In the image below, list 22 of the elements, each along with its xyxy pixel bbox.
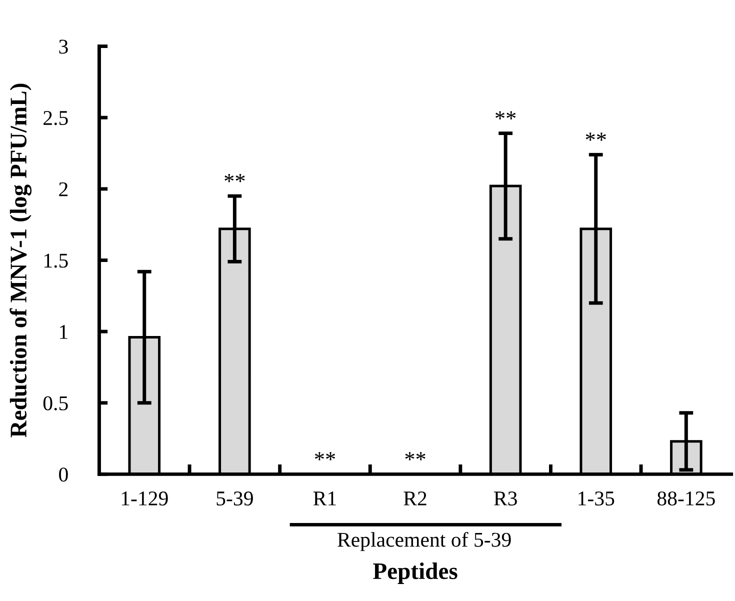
y-tick-label: 3 (59, 40, 68, 54)
x-tick-label: R3 (494, 492, 517, 506)
y-tick-label: 0.5 (43, 396, 68, 410)
y-tick-label: 2 (59, 182, 68, 196)
annotation: ** (496, 111, 516, 120)
x-tick-label: 1-35 (578, 492, 614, 506)
y-axis-title: Reduction of MNV-1 (log PFU/mL) (10, 84, 32, 438)
y-tick-label: 1.5 (44, 254, 68, 268)
text: Replacement of 5-39 (338, 532, 511, 552)
x-axis-title: Peptides (373, 562, 458, 584)
annotation: ** (586, 132, 606, 141)
y-tick-label: 2.5 (44, 111, 68, 126)
x-tick-label: 1-129 (122, 492, 168, 506)
x-tick-label: R2 (404, 492, 426, 506)
x-tick-label: 5-39 (216, 492, 253, 506)
annotation: ** (224, 174, 245, 182)
x-tick-label: R1 (313, 492, 336, 506)
annotation: ** (405, 452, 426, 460)
x-tick-label: 88-125 (657, 491, 715, 506)
y-tick-label: 0 (59, 468, 68, 482)
annotation: ** (314, 452, 336, 460)
y-tick-label: 1 (60, 325, 68, 339)
